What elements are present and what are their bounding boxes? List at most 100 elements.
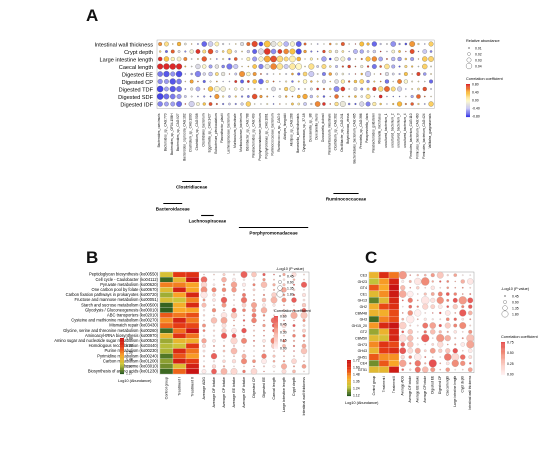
bubble [432, 337, 434, 339]
bubble [240, 42, 244, 46]
bubble [228, 80, 231, 83]
bubble [409, 368, 412, 371]
bubble [407, 335, 414, 342]
bubble [221, 50, 225, 53]
bubble [261, 297, 267, 303]
bubble [392, 80, 394, 83]
bubble [157, 101, 163, 107]
bubble [263, 329, 265, 332]
bubble [408, 355, 412, 359]
bubble [454, 280, 456, 283]
heat-cell [368, 315, 380, 323]
bubble [270, 48, 277, 55]
bubble [406, 315, 415, 324]
heat-cell [172, 287, 187, 293]
bubble [240, 87, 244, 91]
heat-cell [172, 271, 187, 278]
panel-letter-c: C [365, 248, 378, 267]
heat-legend-swatch [120, 347, 124, 349]
heat-cell [368, 328, 380, 336]
heat-cell [172, 358, 187, 364]
heat-cell [159, 363, 174, 370]
column-label: Bacteroidales_bacterium_CAG:485 [352, 113, 356, 163]
bubble [430, 304, 436, 309]
bubble [282, 360, 286, 363]
row-label: CBM48 [355, 311, 367, 315]
bubble [211, 308, 217, 313]
color-legend-swatch [274, 339, 278, 341]
bubble [270, 41, 277, 47]
size-legend-circle [504, 295, 506, 297]
bubble [233, 64, 239, 69]
bubble [243, 365, 245, 368]
color-legend-swatch [274, 338, 278, 340]
bubble [273, 288, 275, 291]
bubble [297, 94, 301, 99]
bubble [372, 101, 377, 107]
bubble [295, 41, 302, 47]
column-label: uncultured_bacterium_3 [397, 113, 401, 147]
column-label: Treatment I [382, 376, 386, 393]
bubble [303, 355, 305, 357]
bubble [213, 345, 215, 347]
bubble [430, 95, 432, 98]
column-label: Average DF intake [212, 377, 216, 407]
heat-cell [388, 360, 400, 367]
column-label: Clostridium_sp._CAG:302 [334, 113, 338, 150]
bubble [432, 356, 434, 358]
bubble [241, 328, 247, 334]
column-label: Muribaculaceae_bacterium [239, 113, 243, 152]
bubble [252, 49, 258, 54]
bubble [292, 334, 296, 338]
bubble [207, 48, 214, 55]
bubble [469, 362, 472, 365]
column-label: Average EE intake [416, 376, 420, 403]
color-legend-swatch [466, 110, 470, 112]
heat-legend-swatch [347, 369, 351, 371]
column-label: Digested EE [431, 375, 435, 394]
bubble [399, 359, 407, 367]
bubble [212, 364, 216, 369]
bubble [407, 310, 413, 316]
bubble [220, 317, 228, 324]
heat-legend-swatch [120, 350, 124, 352]
bubble [309, 94, 313, 99]
bubble [445, 310, 451, 316]
heat-cell [185, 338, 200, 344]
bubble [234, 72, 238, 76]
bubble [272, 283, 276, 287]
color-legend-label: 0.50 [507, 351, 514, 355]
bubble [403, 79, 408, 84]
bubble [172, 43, 174, 45]
bubble [428, 56, 434, 62]
bubble [340, 79, 345, 84]
bubble [262, 323, 266, 328]
heat-cell [185, 297, 200, 303]
bubble [291, 102, 294, 106]
bubble [379, 65, 382, 68]
bubble [454, 368, 457, 371]
bubble [401, 299, 404, 302]
heat-cell [159, 343, 174, 349]
bubble [216, 80, 218, 83]
bubble [439, 362, 442, 365]
row-label: Amino sugar and nucleotide sugar metabol… [54, 338, 158, 343]
bubble [417, 65, 420, 68]
heat-legend-swatch [120, 356, 124, 358]
bubble [241, 358, 247, 365]
heat-cell [159, 353, 174, 359]
bubble [354, 65, 357, 68]
bubble [241, 58, 243, 60]
bubble [429, 347, 436, 354]
bubble [424, 312, 427, 314]
heat-legend-swatch [347, 362, 351, 364]
bubble [354, 95, 357, 98]
color-legend-swatch [466, 113, 470, 115]
bubble [213, 314, 215, 317]
bubble [291, 297, 297, 303]
heat-cell [378, 315, 390, 323]
bubble [461, 274, 464, 276]
bubble [189, 79, 194, 84]
bubble [215, 72, 219, 76]
bubble [408, 280, 412, 283]
